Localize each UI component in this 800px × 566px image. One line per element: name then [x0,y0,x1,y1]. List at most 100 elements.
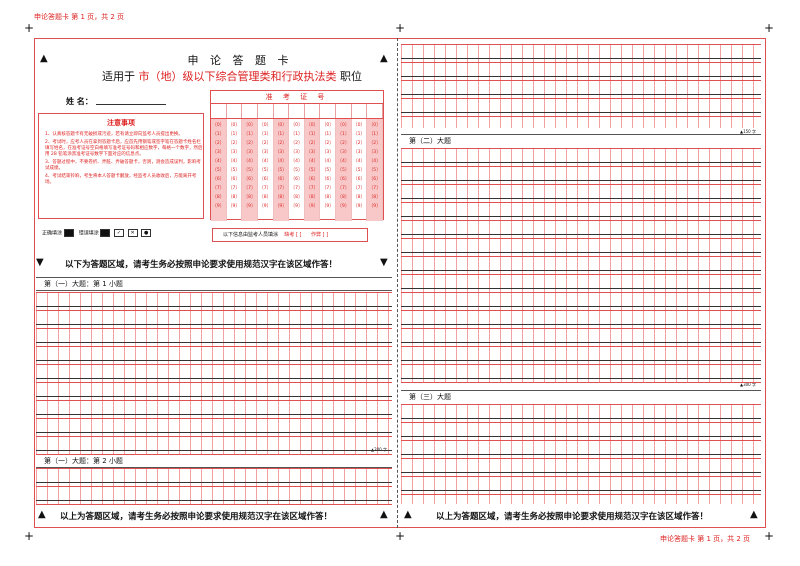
digit-bubble[interactable]: 〔8〕 [290,195,303,200]
digit-bubble[interactable]: 〔4〕 [353,159,366,164]
digit-bubble[interactable]: 〔7〕 [353,186,366,191]
digit-bubble[interactable]: 〔7〕 [290,186,303,191]
digit-bubble[interactable]: 〔6〕 [368,177,381,182]
exam-id-cell[interactable] [367,104,384,118]
digit-bubble[interactable]: 〔7〕 [337,186,350,191]
digit-bubble[interactable]: 〔6〕 [274,177,287,182]
digit-bubble[interactable]: 〔3〕 [259,150,272,155]
exam-id-cell[interactable] [336,104,352,118]
digit-bubble[interactable]: 〔2〕 [228,141,240,146]
digit-bubble[interactable]: 〔6〕 [212,177,225,182]
digit-bubble[interactable]: 〔6〕 [306,177,319,182]
digit-bubble[interactable]: 〔2〕 [259,141,272,146]
digit-bubble[interactable]: 〔4〕 [337,159,350,164]
digit-bubble[interactable]: 〔4〕 [243,159,256,164]
digit-bubble[interactable]: 〔5〕 [259,168,272,173]
digit-bubble[interactable]: 〔7〕 [243,186,256,191]
digit-bubble[interactable]: 〔2〕 [212,141,225,146]
digit-bubble[interactable]: 〔1〕 [212,132,225,137]
exam-id-column[interactable]: 〔0〕 〔1〕 〔2〕 〔3〕 〔4〕 〔5〕 〔6〕 〔7〕 〔8〕 〔9〕 [289,119,305,221]
digit-bubble[interactable]: 〔9〕 [290,204,303,209]
digit-bubble[interactable]: 〔9〕 [321,204,334,209]
digit-bubble[interactable]: 〔9〕 [337,204,350,209]
digit-bubble[interactable]: 〔8〕 [337,195,350,200]
exam-id-cell[interactable] [289,104,305,118]
digit-bubble[interactable]: 〔2〕 [243,141,256,146]
digit-bubble[interactable]: 〔1〕 [290,132,303,137]
digit-bubble[interactable]: 〔8〕 [259,195,272,200]
digit-bubble[interactable]: 〔3〕 [337,150,350,155]
exam-id-column[interactable]: 〔0〕 〔1〕 〔2〕 〔3〕 〔4〕 〔5〕 〔6〕 〔7〕 〔8〕 〔9〕 [258,119,274,221]
cheat-checkbox[interactable]: 作弊 [ ] [311,232,329,238]
digit-bubble[interactable]: 〔0〕 [321,123,334,128]
digit-bubble[interactable]: 〔0〕 [274,123,287,128]
digit-bubble[interactable]: 〔9〕 [368,204,381,209]
digit-bubble[interactable]: 〔1〕 [353,132,366,137]
digit-bubble[interactable]: 〔3〕 [212,150,225,155]
digit-bubble[interactable]: 〔8〕 [306,195,319,200]
digit-bubble[interactable]: 〔7〕 [274,186,287,191]
digit-bubble[interactable]: 〔9〕 [212,204,225,209]
digit-bubble[interactable]: 〔3〕 [306,150,319,155]
digit-bubble[interactable]: 〔3〕 [228,150,240,155]
digit-bubble[interactable]: 〔0〕 [368,123,381,128]
digit-bubble[interactable]: 〔3〕 [274,150,287,155]
digit-bubble[interactable]: 〔3〕 [243,150,256,155]
exam-id-cell[interactable] [320,104,337,118]
digit-bubble[interactable]: 〔1〕 [306,132,319,137]
exam-id-cell[interactable] [211,104,227,118]
exam-id-bubbles[interactable]: 〔0〕 〔1〕 〔2〕 〔3〕 〔4〕 〔5〕 〔6〕 〔7〕 〔8〕 〔9〕 〔0〕 〔1〕 〔2〕〔… [211,119,384,221]
digit-bubble[interactable]: 〔7〕 [321,186,334,191]
exam-id-cell[interactable] [352,104,368,118]
digit-bubble[interactable]: 〔8〕 [243,195,256,200]
digit-bubble[interactable]: 〔4〕 [212,159,225,164]
digit-bubble[interactable]: 〔4〕 [290,159,303,164]
exam-id-column[interactable]: 〔0〕 〔1〕 〔2〕 〔3〕 〔4〕 〔5〕 〔6〕 〔7〕 〔8〕 〔9〕 [242,119,258,221]
exam-id-column[interactable]: 〔0〕 〔1〕 〔2〕 〔3〕 〔4〕 〔5〕 〔6〕 〔7〕 〔8〕 〔9〕 [336,119,352,221]
digit-bubble[interactable]: 〔7〕 [228,186,240,191]
exam-id-write-cells[interactable] [211,104,384,119]
digit-bubble[interactable]: 〔7〕 [259,186,272,191]
exam-id-column[interactable]: 〔0〕 〔1〕 〔2〕 〔3〕 〔4〕 〔5〕 〔6〕 〔7〕 〔8〕 〔9〕 [320,119,337,221]
digit-bubble[interactable]: 〔3〕 [321,150,334,155]
digit-bubble[interactable]: 〔1〕 [274,132,287,137]
digit-bubble[interactable]: 〔6〕 [321,177,334,182]
exam-id-column[interactable]: 〔0〕 〔1〕 〔2〕 〔3〕 〔4〕 〔5〕 〔6〕 〔7〕 〔8〕 〔9〕 [227,119,243,221]
digit-bubble[interactable]: 〔6〕 [290,177,303,182]
digit-bubble[interactable]: 〔0〕 [259,123,272,128]
digit-bubble[interactable]: 〔2〕 [353,141,366,146]
digit-bubble[interactable]: 〔4〕 [259,159,272,164]
digit-bubble[interactable]: 〔0〕 [228,123,240,128]
digit-bubble[interactable]: 〔0〕 [353,123,366,128]
digit-bubble[interactable]: 〔0〕 [306,123,319,128]
digit-bubble[interactable]: 〔3〕 [368,150,381,155]
digit-bubble[interactable]: 〔3〕 [353,150,366,155]
digit-bubble[interactable]: 〔3〕 [290,150,303,155]
digit-bubble[interactable]: 〔6〕 [228,177,240,182]
digit-bubble[interactable]: 〔8〕 [368,195,381,200]
exam-id-column[interactable]: 〔0〕 〔1〕 〔2〕 〔3〕 〔4〕 〔5〕 〔6〕 〔7〕 〔8〕 〔9〕 [273,119,290,221]
digit-bubble[interactable]: 〔5〕 [274,168,287,173]
digit-bubble[interactable]: 〔1〕 [368,132,381,137]
digit-bubble[interactable]: 〔5〕 [228,168,240,173]
digit-bubble[interactable]: 〔7〕 [368,186,381,191]
digit-bubble[interactable]: 〔2〕 [306,141,319,146]
digit-bubble[interactable]: 〔0〕 [243,123,256,128]
digit-bubble[interactable]: 〔8〕 [274,195,287,200]
digit-bubble[interactable]: 〔4〕 [368,159,381,164]
absent-checkbox[interactable]: 缺考 [ ] [284,232,302,238]
exam-id-cell[interactable] [258,104,274,118]
exam-id-cell[interactable] [227,104,243,118]
digit-bubble[interactable]: 〔2〕 [368,141,381,146]
digit-bubble[interactable]: 〔5〕 [337,168,350,173]
digit-bubble[interactable]: 〔8〕 [321,195,334,200]
digit-bubble[interactable]: 〔5〕 [353,168,366,173]
exam-id-column[interactable]: 〔0〕 〔1〕 〔2〕 〔3〕 〔4〕 〔5〕 〔6〕 〔7〕 〔8〕 〔9〕 [211,119,227,221]
digit-bubble[interactable]: 〔5〕 [306,168,319,173]
digit-bubble[interactable]: 〔2〕 [321,141,334,146]
digit-bubble[interactable]: 〔9〕 [228,204,240,209]
digit-bubble[interactable]: 〔5〕 [243,168,256,173]
digit-bubble[interactable]: 〔9〕 [243,204,256,209]
digit-bubble[interactable]: 〔5〕 [212,168,225,173]
exam-id-cell[interactable] [274,104,290,118]
